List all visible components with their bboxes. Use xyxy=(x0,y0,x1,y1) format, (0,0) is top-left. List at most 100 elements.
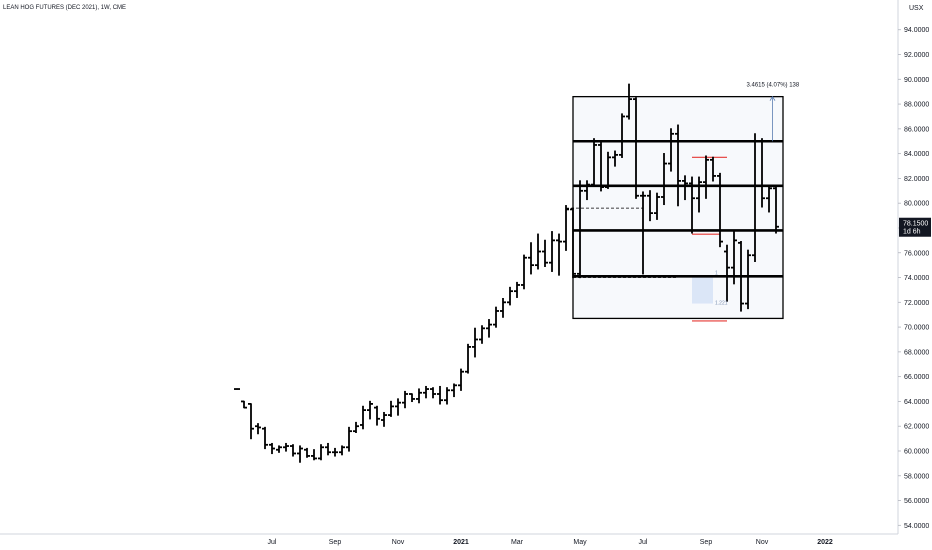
ohlc-bar xyxy=(367,400,373,420)
ohlc-bar xyxy=(626,83,632,120)
ohlc-bar xyxy=(612,150,618,167)
price-tick-label: 82.0000 xyxy=(904,176,929,183)
time-tick-label: Sep xyxy=(329,539,342,546)
ohlc-bar xyxy=(423,385,429,399)
ohlc-bar xyxy=(668,128,674,172)
ohlc-bar xyxy=(437,385,443,405)
ohlc-bar xyxy=(598,141,604,192)
last-price-countdown: 1d 6h xyxy=(903,229,921,236)
ohlc-bar xyxy=(535,233,541,270)
ohlc-bar xyxy=(353,421,359,434)
time-tick-label: Mar xyxy=(511,539,524,546)
ohlc-bar xyxy=(479,325,485,344)
ohlc-bar xyxy=(605,151,611,189)
ohlc-bar xyxy=(738,241,744,312)
ohlc-bar xyxy=(675,124,681,207)
time-tick-label: Nov xyxy=(392,539,405,546)
ohlc-bar xyxy=(262,426,268,450)
last-price-label[interactable]: 78.1500 1d 6h xyxy=(899,217,931,237)
ohlc-bar xyxy=(577,180,583,279)
time-tick-label: Jul xyxy=(639,539,648,546)
ohlc-bar xyxy=(500,297,506,318)
time-tick-label: 2021 xyxy=(453,539,469,546)
price-tick-label: 92.0000 xyxy=(904,52,929,59)
measure-label-top: 1 xyxy=(715,271,718,277)
time-tick-label: 2022 xyxy=(817,539,833,546)
ohlc-bar xyxy=(283,442,289,452)
price-tick-label: 56.0000 xyxy=(904,498,929,505)
price-axis[interactable]: 54.0000 56.0000 58.0000 60.0000 62.0000 64.00… xyxy=(898,27,929,530)
ohlc-bar xyxy=(374,405,380,426)
ohlc-bar xyxy=(542,239,548,267)
last-price-value: 78.1500 xyxy=(903,221,928,228)
ohlc-bar xyxy=(591,138,597,187)
ohlc-bar xyxy=(633,97,639,199)
ohlc-bar xyxy=(241,400,247,409)
ohlc-bar xyxy=(773,186,779,234)
price-tick-label: 74.0000 xyxy=(904,275,929,282)
currency-label: USX xyxy=(909,5,924,12)
ohlc-bar xyxy=(731,229,737,285)
ohlc-bar xyxy=(458,368,464,391)
price-tick-label: 54.0000 xyxy=(904,523,929,530)
ohlc-bar xyxy=(451,383,457,398)
price-tick-label: 58.0000 xyxy=(904,473,929,480)
price-tick-label: 62.0000 xyxy=(904,424,929,431)
ohlc-bar xyxy=(269,442,275,455)
price-tick-label: 84.0000 xyxy=(904,151,929,158)
price-tick-label: 66.0000 xyxy=(904,374,929,381)
ohlc-bar xyxy=(654,192,660,220)
ohlc-bar xyxy=(318,444,324,461)
ohlc-bar xyxy=(360,405,366,430)
measure-zone xyxy=(692,277,713,304)
time-tick-label: Jul xyxy=(268,539,277,546)
ohlc-bar xyxy=(563,205,569,251)
ohlc-bar xyxy=(549,231,555,272)
time-tick-label: Nov xyxy=(756,539,769,546)
ohlc-bar xyxy=(724,244,730,302)
time-axis[interactable]: Jul Sep Nov 2021 Mar May Jul Sep Nov 2022 xyxy=(268,539,833,546)
ohlc-bar xyxy=(766,185,772,213)
ohlc-bar xyxy=(255,423,261,435)
ohlc-bar xyxy=(486,319,492,338)
ohlc-bar xyxy=(381,411,387,427)
ohlc-bar xyxy=(647,190,653,222)
ohlc-bar xyxy=(465,343,471,374)
measure-label-bottom: 1.221 xyxy=(715,301,728,307)
ohlc-bar xyxy=(507,286,513,306)
ohlc-bar xyxy=(493,306,499,328)
last-price-label-bg xyxy=(899,217,931,237)
ohlc-bar xyxy=(234,388,240,390)
ohlc-bar xyxy=(248,403,254,440)
ohlc-bar xyxy=(339,445,345,456)
ohlc-bar xyxy=(640,191,646,275)
ohlc-bar xyxy=(752,133,758,263)
ohlc-bar xyxy=(388,400,394,417)
price-tick-label: 60.0000 xyxy=(904,448,929,455)
price-tick-label: 70.0000 xyxy=(904,325,929,332)
ohlc-bar xyxy=(325,442,331,456)
price-tick-label: 88.0000 xyxy=(904,102,929,109)
price-tick-label: 90.0000 xyxy=(904,77,929,84)
ohlc-bar xyxy=(745,249,751,310)
price-tick-label: 76.0000 xyxy=(904,250,929,257)
ohlc-bar xyxy=(416,388,422,404)
ohlc-bar xyxy=(682,175,688,201)
ohlc-bar xyxy=(297,445,303,463)
ohlc-bar xyxy=(661,153,667,206)
price-tick-label: 68.0000 xyxy=(904,349,929,356)
ohlc-bar xyxy=(703,155,709,199)
ohlc-bar xyxy=(472,327,478,358)
ohlc-bar xyxy=(514,281,520,298)
ohlc-bar xyxy=(584,180,590,201)
ohlc-bar xyxy=(430,387,436,399)
price-tick-label: 94.0000 xyxy=(904,27,929,34)
ohlc-bar xyxy=(276,445,282,453)
ohlc-bar xyxy=(402,390,408,409)
ohlc-bar xyxy=(759,138,765,208)
price-tick-label: 72.0000 xyxy=(904,300,929,307)
ohlc-bar xyxy=(311,449,317,461)
ohlc-bar xyxy=(619,113,625,158)
ohlc-bar xyxy=(689,176,695,234)
